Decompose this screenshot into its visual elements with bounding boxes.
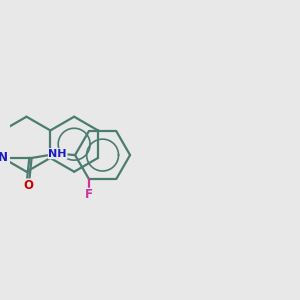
Text: NH: NH xyxy=(48,148,67,159)
Text: N: N xyxy=(0,152,8,164)
Text: F: F xyxy=(85,188,93,201)
Text: O: O xyxy=(24,179,34,192)
